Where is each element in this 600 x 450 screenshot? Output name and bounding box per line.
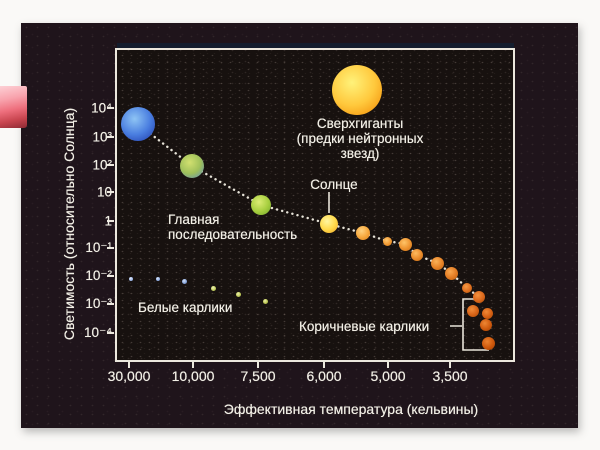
- annotation-white-dwarfs: Белые карлики: [138, 300, 233, 315]
- x-axis-title: Эффективная температура (кельвины): [223, 401, 479, 417]
- y-tick-label: 10²: [92, 157, 112, 173]
- annotation-brown-dwarfs: Коричневые карлики: [299, 319, 430, 334]
- top-strip-decoration: [117, 43, 514, 49]
- y-tick-label: 10⁻³: [85, 296, 112, 311]
- annotation-supergiants: Сверхгиганты (предки нейтронных звезд): [296, 116, 424, 161]
- x-tick-label: 7,500: [240, 368, 276, 384]
- annotation-main-sequence: Главная последовательность: [168, 212, 298, 242]
- y-tick-label: 10³: [92, 129, 112, 145]
- ribbon-decoration: [0, 86, 27, 128]
- y-tick-label: 10⁴: [91, 100, 112, 116]
- x-tick-label: 3,500: [432, 368, 468, 384]
- x-tick-label: 6,000: [306, 368, 342, 384]
- x-tick-label: 30,000: [107, 368, 151, 384]
- annotation-sun: Солнце: [310, 177, 358, 192]
- y-tick-label: 10⁻⁴: [84, 325, 112, 340]
- y-tick-label: 10⁻²: [85, 268, 112, 283]
- y-tick-label: 1: [104, 213, 112, 229]
- x-tick-label: 10,000: [171, 368, 215, 384]
- brown-dwarfs-bracket: [450, 298, 489, 351]
- plot-area: [115, 48, 515, 362]
- y-tick-label: 10: [96, 184, 112, 200]
- y-tick-label: 10⁻¹: [85, 240, 112, 255]
- x-tick-label: 5,000: [370, 368, 406, 384]
